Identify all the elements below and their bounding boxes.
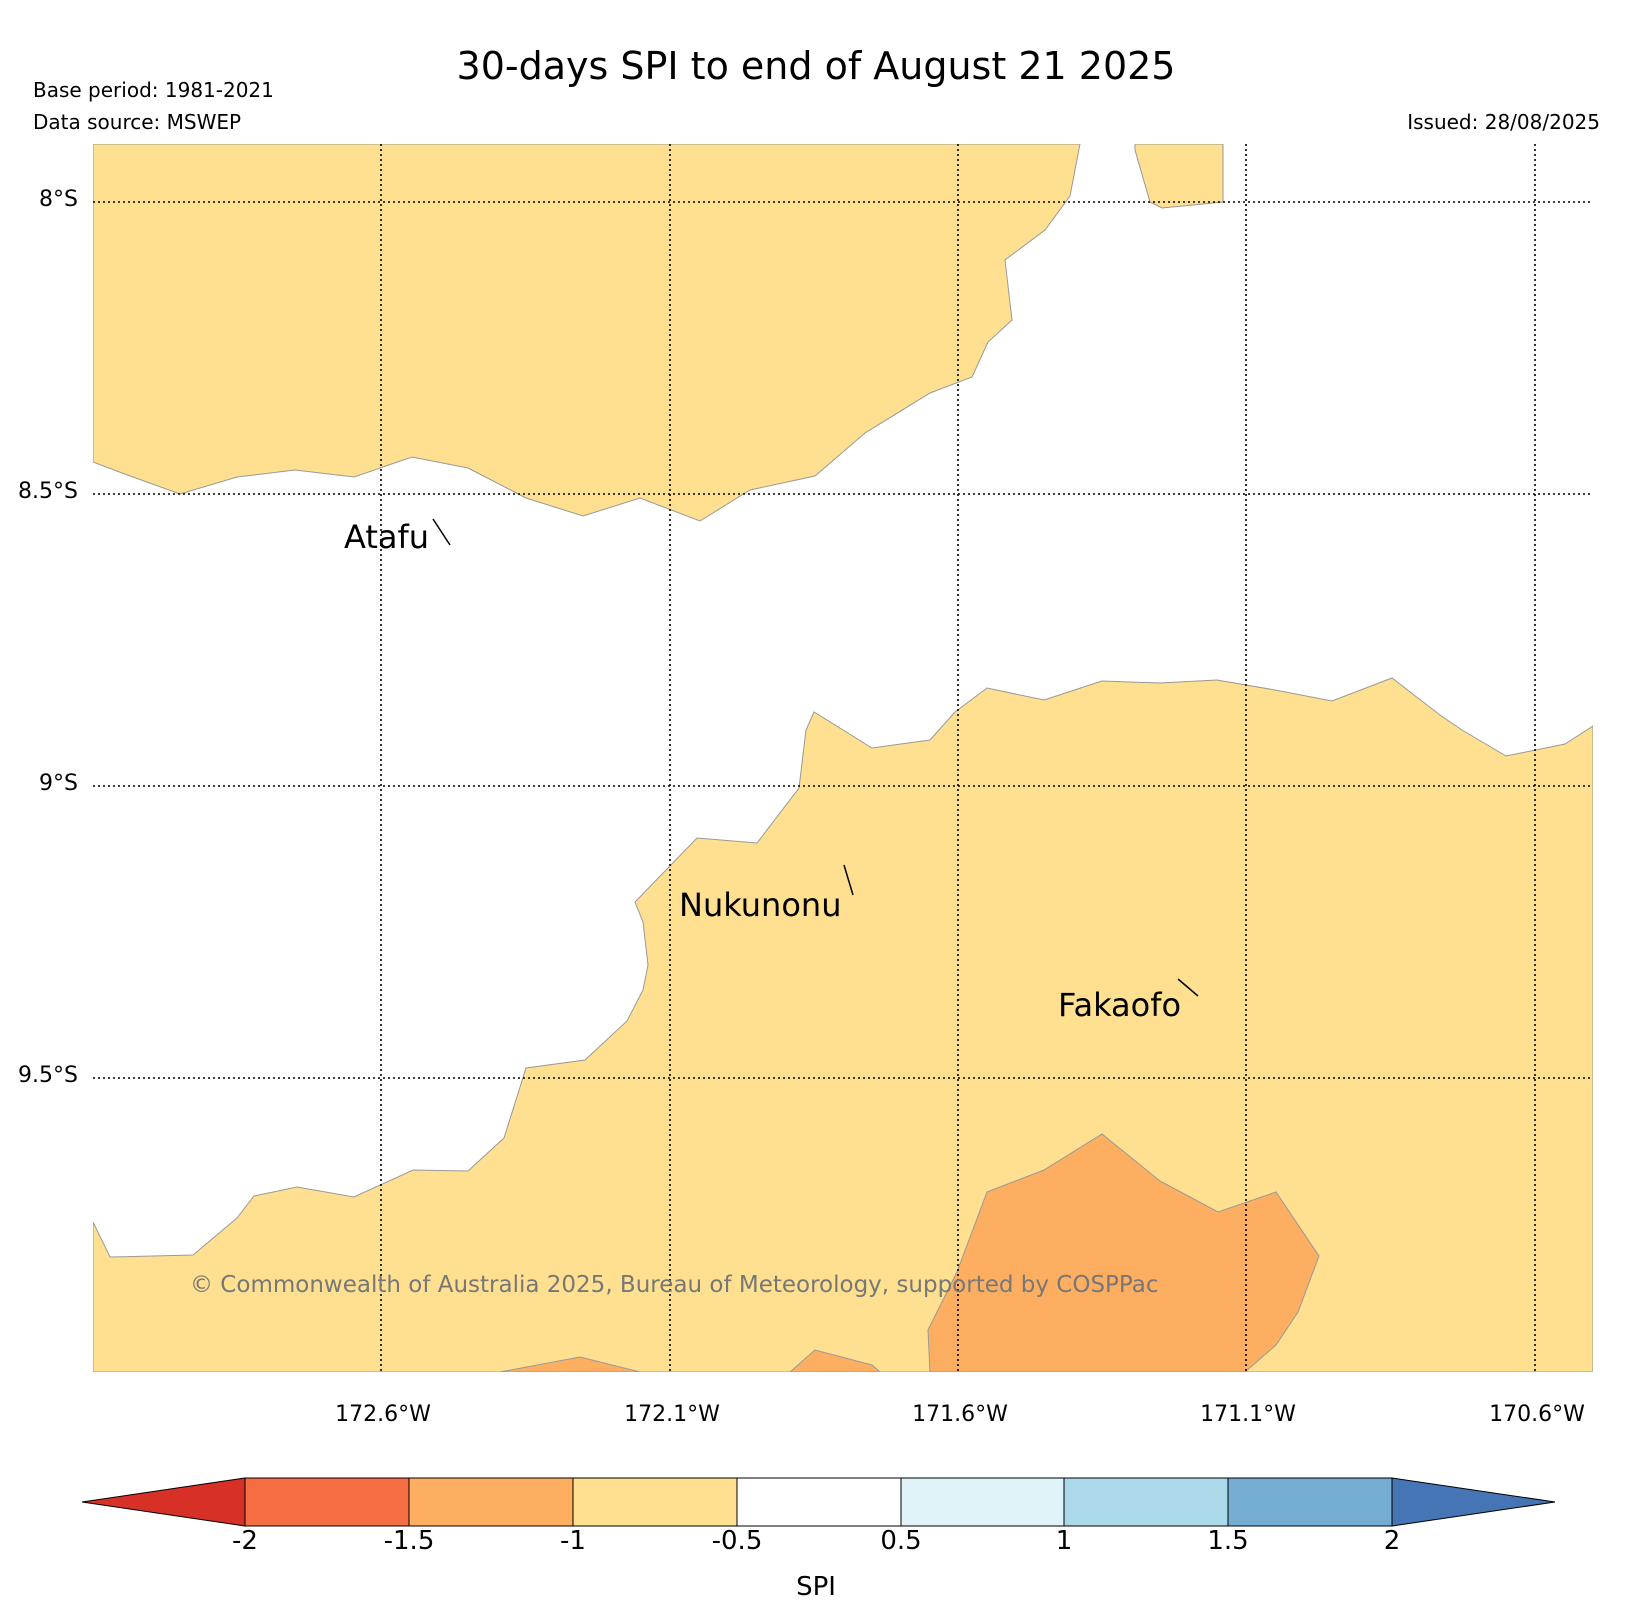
place-label-nukunonu: Nukunonu: [679, 886, 842, 924]
base-period: Base period: 1981-2021: [33, 78, 274, 102]
issued-date: Issued: 28/08/2025: [1407, 110, 1600, 134]
lat-tick-label: 8°S: [39, 187, 78, 212]
map-gridlines: [93, 144, 1593, 1372]
atafu-marker: [432, 518, 451, 546]
spi-region-dry-north: [93, 144, 1081, 522]
colorbar-class-5: [900, 1477, 1065, 1527]
colorbar-tick-label: -1.5: [383, 1526, 435, 1556]
colorbar-tick-label: -0.5: [711, 1526, 763, 1556]
lon-tick-label: 170.6°W: [1489, 1402, 1585, 1427]
lon-tick-label: 172.6°W: [335, 1402, 431, 1427]
colorbar-class-2: [408, 1477, 574, 1527]
lon-tick-label: 171.6°W: [912, 1402, 1008, 1427]
colorbar-class-6: [1063, 1477, 1229, 1527]
lat-tick-label: 9.5°S: [18, 1063, 78, 1088]
colorbar-class-3: [572, 1477, 738, 1527]
colorbar-extend-high: [1391, 1477, 1556, 1527]
colorbar-tick-label: 2: [1383, 1526, 1401, 1556]
fakaofo-marker: [1177, 978, 1199, 997]
place-label-atafu: Atafu: [344, 518, 430, 556]
colorbar-class-4: [736, 1477, 902, 1527]
copyright-notice: © Commonwealth of Australia 2025, Bureau…: [190, 1272, 1159, 1298]
spi-region-dry-northeast: [1134, 144, 1224, 209]
colorbar-label: SPI: [796, 1572, 836, 1602]
lon-tick-label: 171.1°W: [1200, 1402, 1296, 1427]
lon-tick-label: 172.1°W: [624, 1402, 720, 1427]
colorbar-tick-label: -1: [560, 1526, 586, 1556]
spi-region-moderately-dry-bottom-left: [499, 1356, 641, 1372]
colorbar: [81, 1477, 1556, 1527]
spi-region-moderately-dry-bottom-middle: [789, 1349, 881, 1372]
colorbar-tick-label: 0.5: [880, 1526, 922, 1556]
colorbar-tick-label: -2: [232, 1526, 258, 1556]
spi-region-dry-south: [93, 677, 1593, 1372]
lat-tick-label: 8.5°S: [18, 479, 78, 504]
colorbar-tick-label: 1.5: [1207, 1526, 1249, 1556]
spi-region-moderately-dry: [927, 1133, 1320, 1372]
chart-title: 30-days SPI to end of August 21 2025: [456, 44, 1176, 88]
colorbar-tick-label: 1: [1055, 1526, 1073, 1556]
lat-tick-label: 9°S: [39, 771, 78, 796]
data-source: Data source: MSWEP: [33, 110, 242, 134]
nukunonu-marker: [843, 864, 854, 896]
colorbar-class-7: [1227, 1477, 1393, 1527]
colorbar-extend-low: [81, 1477, 246, 1527]
colorbar-class-1: [244, 1477, 410, 1527]
place-label-fakaofo: Fakaofo: [1058, 986, 1182, 1024]
